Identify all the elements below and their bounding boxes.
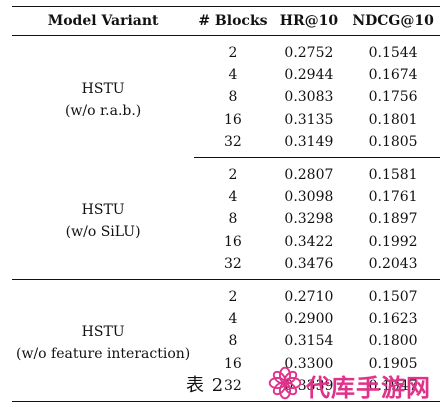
ndcg-value: 0.1992 [368,233,418,250]
hr-value: 0.2900 [284,311,334,328]
hr-value: 0.2944 [284,67,334,84]
ndcg-value: 0.1544 [368,45,418,62]
hr-value: 0.3422 [284,233,334,250]
table-row: 32 0.3149 0.1805 [12,130,440,158]
table-row: 4 0.2944 0.1674 [12,64,440,86]
model-variant-cell: HSTU (w/o r.a.b.) [12,36,194,158]
table-row: 4 0.2900 0.1623 [12,308,440,330]
ndcg-value: 0.1761 [368,189,418,206]
table-row: HSTU (w/o feature interaction) 2 0.2710 … [12,279,440,402]
hr-value: 0.3098 [284,189,334,206]
table-row: 8 0.3154 0.1800 [12,330,440,352]
table-row: HSTU (w/o r.a.b.) 2 0.2752 0.1544 [12,36,440,119]
hr-value: 0.3149 [271,130,347,158]
flower-logo-icon [268,366,302,404]
model-name: HSTU [81,324,125,341]
blocks-value: 32 [194,130,272,158]
table-row: 16 0.3135 0.1801 [12,109,440,131]
ndcg-value: 0.1674 [368,67,418,84]
blocks-value: 4 [228,189,238,206]
results-table: Model Variant # Blocks HR@10 NDCG@10 HST… [12,6,440,402]
model-variant-cell: HSTU (w/o feature interaction) [12,279,195,402]
hr-value: 0.2752 [284,45,334,62]
hr-value: 0.3476 [271,252,347,280]
blocks-value: 8 [228,89,238,106]
ndcg-value: 0.1581 [368,167,418,184]
model-ablation: (w/o r.a.b.) [64,102,142,119]
blocks-value: 4 [228,67,238,84]
blocks-value: 8 [228,333,238,350]
model-variant-cell: HSTU (w/o SiLU) [12,157,195,280]
table-header-row: Model Variant # Blocks HR@10 NDCG@10 [12,6,440,36]
blocks-value: 2 [228,167,238,184]
model-name: HSTU [81,80,125,97]
blocks-value: 16 [224,111,242,128]
model-name: HSTU [81,202,125,219]
ndcg-value: 0.1756 [368,89,418,106]
watermark: 代库手游网 [268,366,431,404]
header-ndcg10: NDCG@10 [346,6,440,36]
table-caption: 表 2 [186,375,225,396]
blocks-value: 4 [228,311,238,328]
model-ablation: (w/o SiLU) [65,224,141,241]
table-row: 8 0.3298 0.1897 [12,208,440,230]
hr-value: 0.2807 [284,167,334,184]
hr-value: 0.3300 [284,355,334,372]
ndcg-value: 0.1897 [368,211,418,228]
ndcg-value: 0.1905 [368,355,418,372]
blocks-value: 16 [224,355,242,372]
hr-value: 0.3083 [284,89,334,106]
table-row: 8 0.3083 0.1756 [12,86,440,108]
blocks-value: 32 [194,252,272,280]
header-hr10: HR@10 [271,6,347,36]
watermark-text: 代库手游网 [306,373,431,402]
table-row: 4 0.3098 0.1761 [12,186,440,208]
blocks-value: 32 [194,374,272,402]
ndcg-value: 0.1623 [368,311,418,328]
ndcg-value: 0.1507 [368,288,418,305]
table-row: 32 0.3476 0.2043 [12,252,440,280]
ndcg-value: 0.1805 [346,130,440,158]
header-blocks: # Blocks [194,6,272,36]
model-ablation: (w/o feature interaction) [16,346,191,363]
blocks-value: 8 [228,211,238,228]
hr-value: 0.3135 [284,111,334,128]
ndcg-value: 0.1800 [368,333,418,350]
table-row: 16 0.3300 0.1905 [12,352,440,374]
header-model-variant: Model Variant [12,6,195,36]
ndcg-value: 0.2043 [346,252,440,280]
blocks-value: 2 [228,288,238,305]
blocks-value: 16 [224,233,242,250]
table-row: HSTU (w/o SiLU) 2 0.2807 0.1581 [12,157,440,280]
hr-value: 0.3154 [284,333,334,350]
table-row: 16 0.3422 0.1992 [12,231,440,253]
ndcg-value: 0.1801 [368,111,418,128]
hr-value: 0.2710 [284,288,334,305]
hr-value: 0.3298 [284,211,334,228]
blocks-value: 2 [228,45,238,62]
ndcg-value: 0.1947 [346,374,440,402]
